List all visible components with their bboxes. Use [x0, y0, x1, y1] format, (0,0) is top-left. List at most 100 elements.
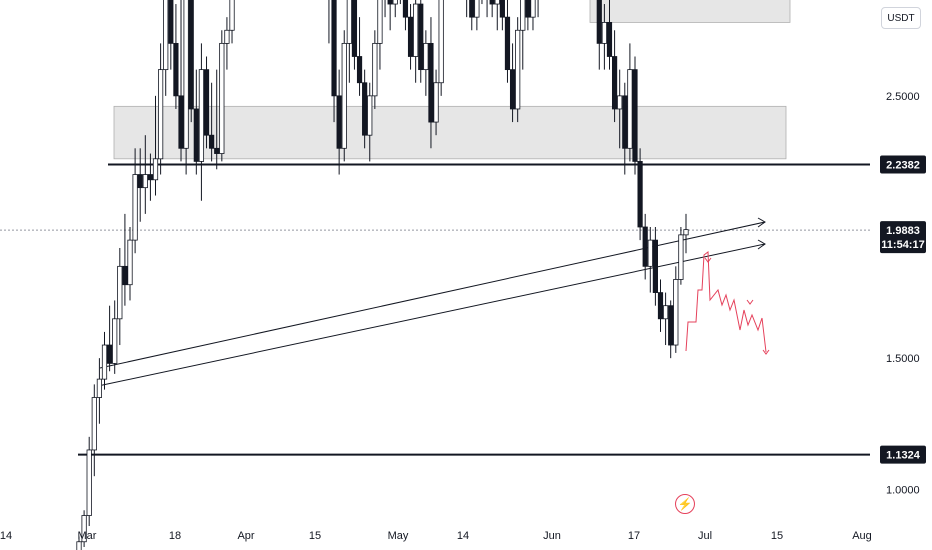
candle-body-up [113, 319, 117, 364]
level-price-tag[interactable]: 1.1324 [880, 446, 926, 464]
x-tick-label: Jul [698, 530, 712, 542]
candle [204, 57, 208, 149]
countdown-label: 11:54:17 [881, 239, 924, 251]
candle [220, 30, 224, 161]
x-tick-label: 15 [771, 530, 783, 542]
x-axis: 14 Mar 18 Apr 15 May 14 Jun 17 Jul 15 Aug [0, 530, 872, 542]
y-tick-label: 1.0000 [886, 484, 920, 496]
candle-body-up [413, 4, 417, 56]
x-tick-label: 17 [628, 530, 640, 542]
candle-body-down [653, 240, 657, 292]
currency-button[interactable]: USDT [881, 7, 921, 29]
candle-body-up [663, 306, 667, 319]
candles-layer [77, 0, 688, 550]
candle [424, 30, 428, 96]
candle-body-up [628, 70, 632, 149]
candle [648, 227, 652, 293]
candle-body-up [77, 542, 81, 550]
candle [373, 30, 377, 109]
candle-body-down [204, 70, 208, 136]
candle-body-up [434, 83, 438, 122]
candle [536, 0, 540, 17]
candle [164, 0, 168, 96]
candle-body-up [225, 30, 229, 43]
x-tick-label: May [388, 530, 409, 542]
candle-body-up [521, 0, 525, 30]
y-tick-label: 1.5000 [886, 353, 920, 365]
candle-body-up [393, 0, 397, 4]
candle-body-down [500, 0, 504, 17]
candle-body-down [612, 57, 616, 109]
candle-body-up [87, 450, 91, 516]
candle [475, 0, 479, 30]
zone-2[interactable] [590, 0, 790, 22]
candle [332, 0, 336, 122]
candle [352, 0, 356, 70]
candle [597, 0, 601, 70]
level-price-tag[interactable]: 2.2382 [880, 156, 926, 174]
candle-body-down [403, 0, 407, 17]
candle-body-down [215, 148, 219, 153]
candle-body-down [138, 175, 142, 188]
candle-body-down [209, 135, 213, 148]
candle-body-down [107, 345, 111, 363]
current-price-tag[interactable]: 1.9883 11:54:17 [880, 221, 926, 253]
candle-body-up [602, 22, 606, 43]
candle [383, 0, 387, 17]
candle [403, 0, 407, 30]
candle-body-up [342, 43, 346, 148]
candle [194, 70, 198, 175]
candle-body-up [143, 175, 147, 188]
candle-body-down [123, 266, 127, 284]
candle [663, 293, 667, 345]
candle [102, 332, 106, 390]
candle [521, 0, 525, 70]
x-tick-label: Aug [852, 530, 872, 542]
candle [464, 0, 468, 17]
candle-body-up [531, 0, 535, 17]
candle-body-up [515, 30, 519, 109]
candle [658, 279, 662, 331]
candle [485, 0, 489, 17]
candle [388, 0, 392, 30]
x-tick-label: Jun [543, 530, 561, 542]
candle-body-down [194, 109, 198, 161]
x-tick-label: 18 [169, 530, 181, 542]
candle [118, 248, 122, 345]
candle [500, 0, 504, 30]
candle-body-up [102, 345, 106, 379]
candle [495, 0, 499, 30]
projection-arrow [747, 300, 753, 304]
candle-body-down [337, 96, 341, 148]
candle [199, 43, 203, 200]
candle [357, 17, 361, 96]
projection-path[interactable] [686, 252, 766, 352]
candle [138, 148, 142, 221]
candle [628, 43, 632, 161]
candle-body-down [607, 22, 611, 56]
x-tick-label: Mar [78, 530, 97, 542]
candle [184, 0, 188, 175]
x-tick-label: 14 [457, 530, 469, 542]
candle-body-up [133, 175, 137, 241]
candle [393, 0, 397, 17]
candle [169, 0, 173, 70]
candle-body-down [189, 0, 193, 109]
x-tick-label: 14 [0, 530, 12, 542]
candle-body-up [674, 279, 678, 345]
candle-body-up [424, 43, 428, 69]
candle-body-down [470, 0, 474, 17]
candle-body-up [368, 96, 372, 135]
candle-body-up [617, 96, 621, 109]
candle [158, 43, 162, 174]
zones-layer [114, 0, 790, 159]
candle-body-down [638, 161, 642, 227]
candle-body-up [230, 0, 234, 30]
candle-body-down [148, 175, 152, 180]
candle [470, 0, 474, 30]
candle [531, 0, 535, 30]
candle [128, 227, 132, 300]
lightning-icon[interactable]: ⚡ [675, 494, 695, 514]
candle [347, 0, 351, 83]
